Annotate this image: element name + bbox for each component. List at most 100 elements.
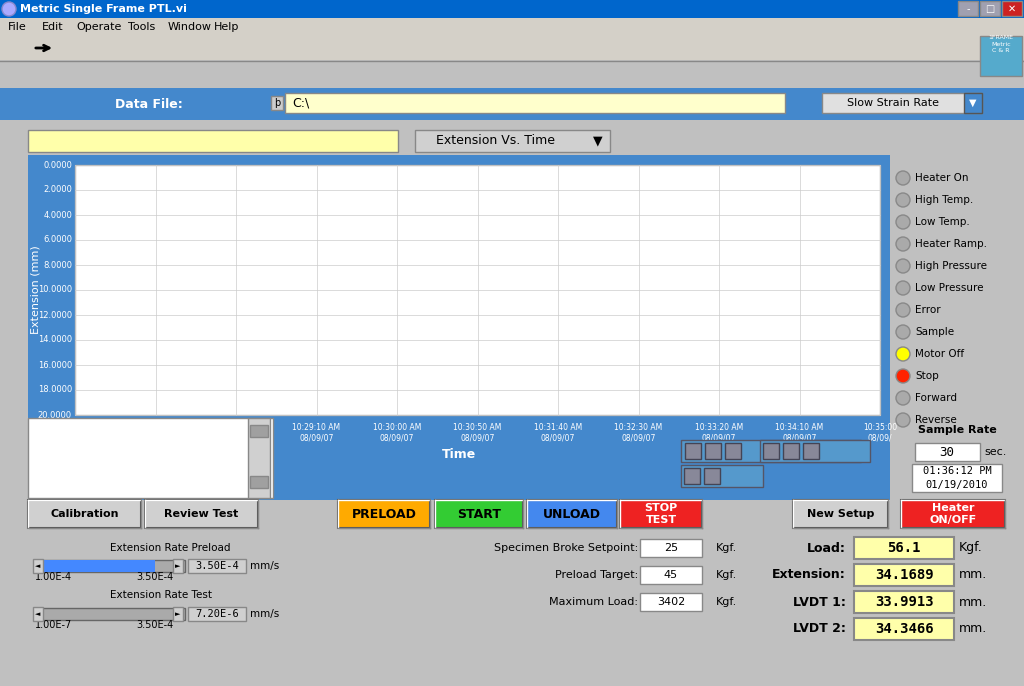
Text: 3.50E-4: 3.50E-4 (136, 620, 174, 630)
Bar (35, 560, 155, 572)
Bar (912, 464, 1002, 492)
Circle shape (896, 171, 910, 185)
Text: Window: Window (168, 22, 212, 32)
Text: 01:36:12 PM
01/19/2010: 01:36:12 PM 01/19/2010 (923, 466, 991, 490)
Text: Time: Time (442, 449, 476, 462)
Bar (0, 88, 1024, 120)
Text: Heater Ramp.: Heater Ramp. (915, 239, 987, 249)
Text: 8.0000: 8.0000 (43, 261, 72, 270)
Bar (28, 415, 890, 500)
Text: Kgf.: Kgf. (716, 570, 737, 580)
Bar (763, 443, 779, 459)
Text: 10:29:10 AM: 10:29:10 AM (293, 423, 341, 432)
Text: mm/s: mm/s (250, 609, 280, 619)
Text: 4.0000: 4.0000 (43, 211, 72, 220)
Text: 34.1689: 34.1689 (874, 568, 933, 582)
Text: 10:33:20 AM: 10:33:20 AM (695, 423, 743, 432)
Text: 08/09/07: 08/09/07 (622, 434, 655, 442)
Bar (620, 500, 702, 528)
Text: Extension Rate Test: Extension Rate Test (110, 590, 212, 600)
Bar (725, 443, 741, 459)
Bar (527, 500, 617, 528)
Circle shape (896, 369, 910, 383)
Bar (685, 443, 701, 459)
Text: mm.: mm. (959, 622, 987, 635)
Bar (188, 559, 246, 573)
Bar (684, 468, 700, 484)
Text: Reverse: Reverse (915, 415, 956, 425)
Circle shape (896, 281, 910, 295)
Bar (705, 468, 720, 484)
Text: Metric Single Frame PTL.vi: Metric Single Frame PTL.vi (20, 4, 186, 14)
Bar (793, 500, 888, 528)
Text: Specimen Broke Setpoint:: Specimen Broke Setpoint: (494, 543, 638, 553)
Text: mm.: mm. (959, 595, 987, 608)
Text: LVDT 1:: LVDT 1: (794, 595, 846, 608)
Text: Preload Target:: Preload Target: (555, 570, 638, 580)
Bar (0, 18, 1024, 36)
Text: LVDT 2:: LVDT 2: (794, 622, 846, 635)
Text: mm/s: mm/s (250, 561, 280, 571)
Text: Maximum Load:: Maximum Load: (549, 597, 638, 607)
Bar (271, 96, 283, 110)
Text: Calibration: Calibration (50, 509, 119, 519)
Text: 33.9913: 33.9913 (874, 595, 933, 609)
Bar (33, 607, 43, 621)
Text: mm.: mm. (959, 569, 987, 582)
Bar (285, 93, 785, 113)
Text: Kgf.: Kgf. (959, 541, 983, 554)
Text: Tools: Tools (128, 22, 156, 32)
Text: Data File:: Data File: (116, 97, 183, 110)
Circle shape (896, 215, 910, 229)
Bar (28, 418, 273, 498)
Bar (28, 155, 890, 500)
Text: New Setup: New Setup (807, 509, 874, 519)
Bar (854, 564, 954, 586)
Text: -: - (967, 4, 970, 14)
Circle shape (896, 347, 910, 361)
Text: □: □ (985, 4, 994, 14)
Text: High Pressure: High Pressure (915, 261, 987, 271)
Bar (760, 440, 870, 462)
Text: 10:27:30 AM: 10:27:30 AM (131, 423, 179, 432)
Bar (964, 93, 982, 113)
Circle shape (896, 391, 910, 405)
Bar (35, 608, 185, 620)
Text: Low Pressure: Low Pressure (915, 283, 983, 293)
Text: 14.0000: 14.0000 (38, 335, 72, 344)
Text: ▼: ▼ (593, 134, 603, 147)
Bar (901, 500, 1005, 528)
Text: Edit: Edit (42, 22, 63, 32)
Bar (681, 465, 763, 487)
Bar (822, 93, 982, 113)
Text: Low Temp.: Low Temp. (915, 217, 970, 227)
Text: 18.0000: 18.0000 (38, 386, 72, 394)
Text: 7.20E-6: 7.20E-6 (196, 609, 239, 619)
Text: 1FRAME
Metric
C & R: 1FRAME Metric C & R (988, 35, 1014, 53)
Text: Forward: Forward (915, 393, 957, 403)
Bar (705, 443, 721, 459)
Text: START: START (457, 508, 501, 521)
Text: Extension (mm): Extension (mm) (30, 246, 40, 334)
Bar (33, 559, 43, 573)
Text: 34.3466: 34.3466 (874, 622, 933, 636)
Text: 12.0000: 12.0000 (38, 311, 72, 320)
Text: 1.00E-4: 1.00E-4 (35, 572, 72, 582)
Bar (640, 539, 702, 557)
Bar (0, 0, 1024, 18)
Text: 2.0000: 2.0000 (43, 185, 72, 195)
Text: PRELOAD: PRELOAD (351, 508, 417, 521)
Text: 10:26:40 AM: 10:26:40 AM (51, 423, 99, 432)
Text: Kgf.: Kgf. (716, 543, 737, 553)
Text: Stop: Stop (915, 371, 939, 381)
Bar (958, 1, 978, 16)
Text: ✕: ✕ (1008, 4, 1016, 14)
Bar (681, 440, 861, 462)
Bar (980, 36, 1022, 76)
Bar (338, 500, 430, 528)
Circle shape (896, 259, 910, 273)
Bar (915, 443, 980, 461)
Circle shape (896, 303, 910, 317)
Text: Operate: Operate (76, 22, 122, 32)
Text: Review Test: Review Test (165, 509, 239, 519)
